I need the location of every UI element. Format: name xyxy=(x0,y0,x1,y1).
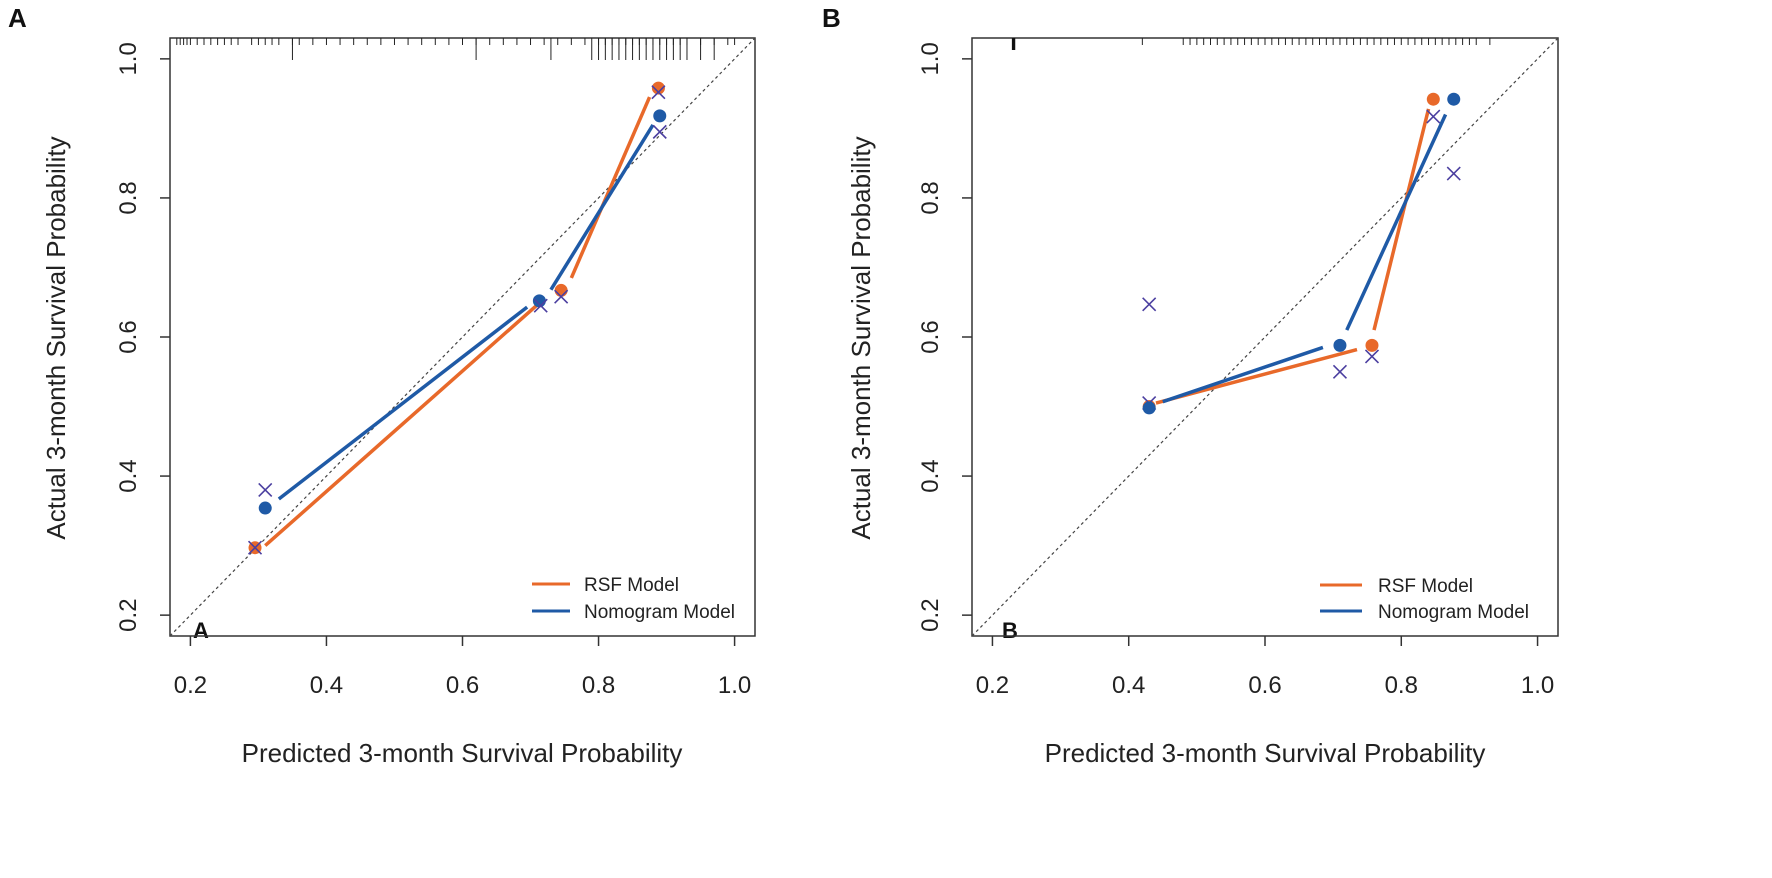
nomogram-point-a-2 xyxy=(653,109,667,123)
reference-line-a xyxy=(169,37,756,637)
rsf-cross-a-1 xyxy=(554,289,569,304)
nomogram-point-b-0 xyxy=(1142,401,1156,415)
rsf-point-a-1 xyxy=(554,283,568,297)
y-tick-label-b-4: 1.0 xyxy=(917,42,944,75)
nomogram-cross-b-2 xyxy=(1446,166,1461,181)
x-tick-label-a-1: 0.4 xyxy=(310,672,343,699)
inner-label-b: B xyxy=(1002,618,1018,643)
y-axis-title-a: Actual 3-month Survival Probability xyxy=(41,136,71,539)
y-tick-label-a-1: 0.4 xyxy=(115,459,142,492)
rsf-segment-a-0 xyxy=(264,297,546,547)
legend-label-nomogram-b: Nomogram Model xyxy=(1378,602,1529,623)
nomogram-segment-a-1 xyxy=(549,123,655,291)
x-tick-label-a-4: 1.0 xyxy=(718,672,751,699)
nomogram-cross-a-2 xyxy=(652,124,667,139)
nomogram-segment-b-0 xyxy=(1162,345,1324,404)
panel-label-b: B xyxy=(822,3,841,33)
nomogram-cross-b-1 xyxy=(1332,364,1348,379)
x-tick-label-a-0: 0.2 xyxy=(174,672,207,699)
x-tick-label-a-3: 0.8 xyxy=(582,672,615,699)
legend-label-nomogram-a: Nomogram Model xyxy=(584,602,735,623)
legend-label-rsf-a: RSF Model xyxy=(584,575,679,596)
rsf-cross-a-0 xyxy=(247,540,263,555)
y-tick-label-b-0: 0.2 xyxy=(917,598,944,631)
x-tick-label-b-0: 0.2 xyxy=(976,672,1009,699)
y-tick-label-a-3: 0.8 xyxy=(115,181,142,214)
legend-b: RSF Model Nomogram Model xyxy=(1320,576,1529,623)
x-axis-title-a: Predicted 3-month Survival Probability xyxy=(242,738,683,768)
x-tick-label-b-2: 0.6 xyxy=(1248,672,1281,699)
x-tick-label-a-2: 0.6 xyxy=(446,672,479,699)
y-tick-label-a-2: 0.6 xyxy=(115,320,142,353)
rsf-point-a-2 xyxy=(651,81,665,95)
legend-a: RSF Model Nomogram Model xyxy=(532,575,735,623)
y-tick-label-b-2: 0.6 xyxy=(917,320,944,353)
y-tick-label-b-3: 0.8 xyxy=(917,181,944,214)
rsf-segment-b-1 xyxy=(1372,108,1431,331)
nomogram-cross-b-0 xyxy=(1142,297,1157,312)
calibration-panel-a: A Predicted 3-month Survival Probability… xyxy=(8,3,756,768)
rsf-segment-a-1 xyxy=(569,96,652,279)
x-axis-title-b: Predicted 3-month Survival Probability xyxy=(1045,738,1486,768)
rsf-point-b-2 xyxy=(1426,92,1440,106)
legend-label-rsf-b: RSF Model xyxy=(1378,576,1473,597)
rsf-cross-a-2 xyxy=(651,85,666,100)
nomogram-cross-a-0 xyxy=(258,482,273,498)
nomogram-point-b-2 xyxy=(1447,92,1461,106)
rsf-point-b-1 xyxy=(1365,338,1379,352)
panel-label-a: A xyxy=(8,3,27,33)
y-tick-label-b-1: 0.4 xyxy=(917,459,944,492)
reference-line-b xyxy=(971,37,1559,637)
nomogram-segment-b-1 xyxy=(1345,113,1448,331)
inner-label-a: A xyxy=(193,618,209,643)
y-tick-label-a-4: 1.0 xyxy=(115,42,142,75)
rsf-cross-b-1 xyxy=(1364,349,1380,364)
y-tick-label-a-0: 0.2 xyxy=(115,598,142,631)
nomogram-point-b-1 xyxy=(1333,338,1347,352)
x-tick-label-b-1: 0.4 xyxy=(1112,672,1145,699)
x-tick-label-b-3: 0.8 xyxy=(1385,672,1418,699)
rsf-cross-b-2 xyxy=(1426,109,1441,124)
nomogram-point-a-0 xyxy=(258,501,272,515)
nomogram-cross-a-1 xyxy=(533,298,548,313)
y-axis-title-b: Actual 3-month Survival Probability xyxy=(846,136,876,539)
nomogram-segment-a-0 xyxy=(277,305,529,501)
x-tick-label-b-4: 1.0 xyxy=(1521,672,1554,699)
calibration-panel-b: B Predicted 3-month Survival Probability… xyxy=(822,3,1559,768)
